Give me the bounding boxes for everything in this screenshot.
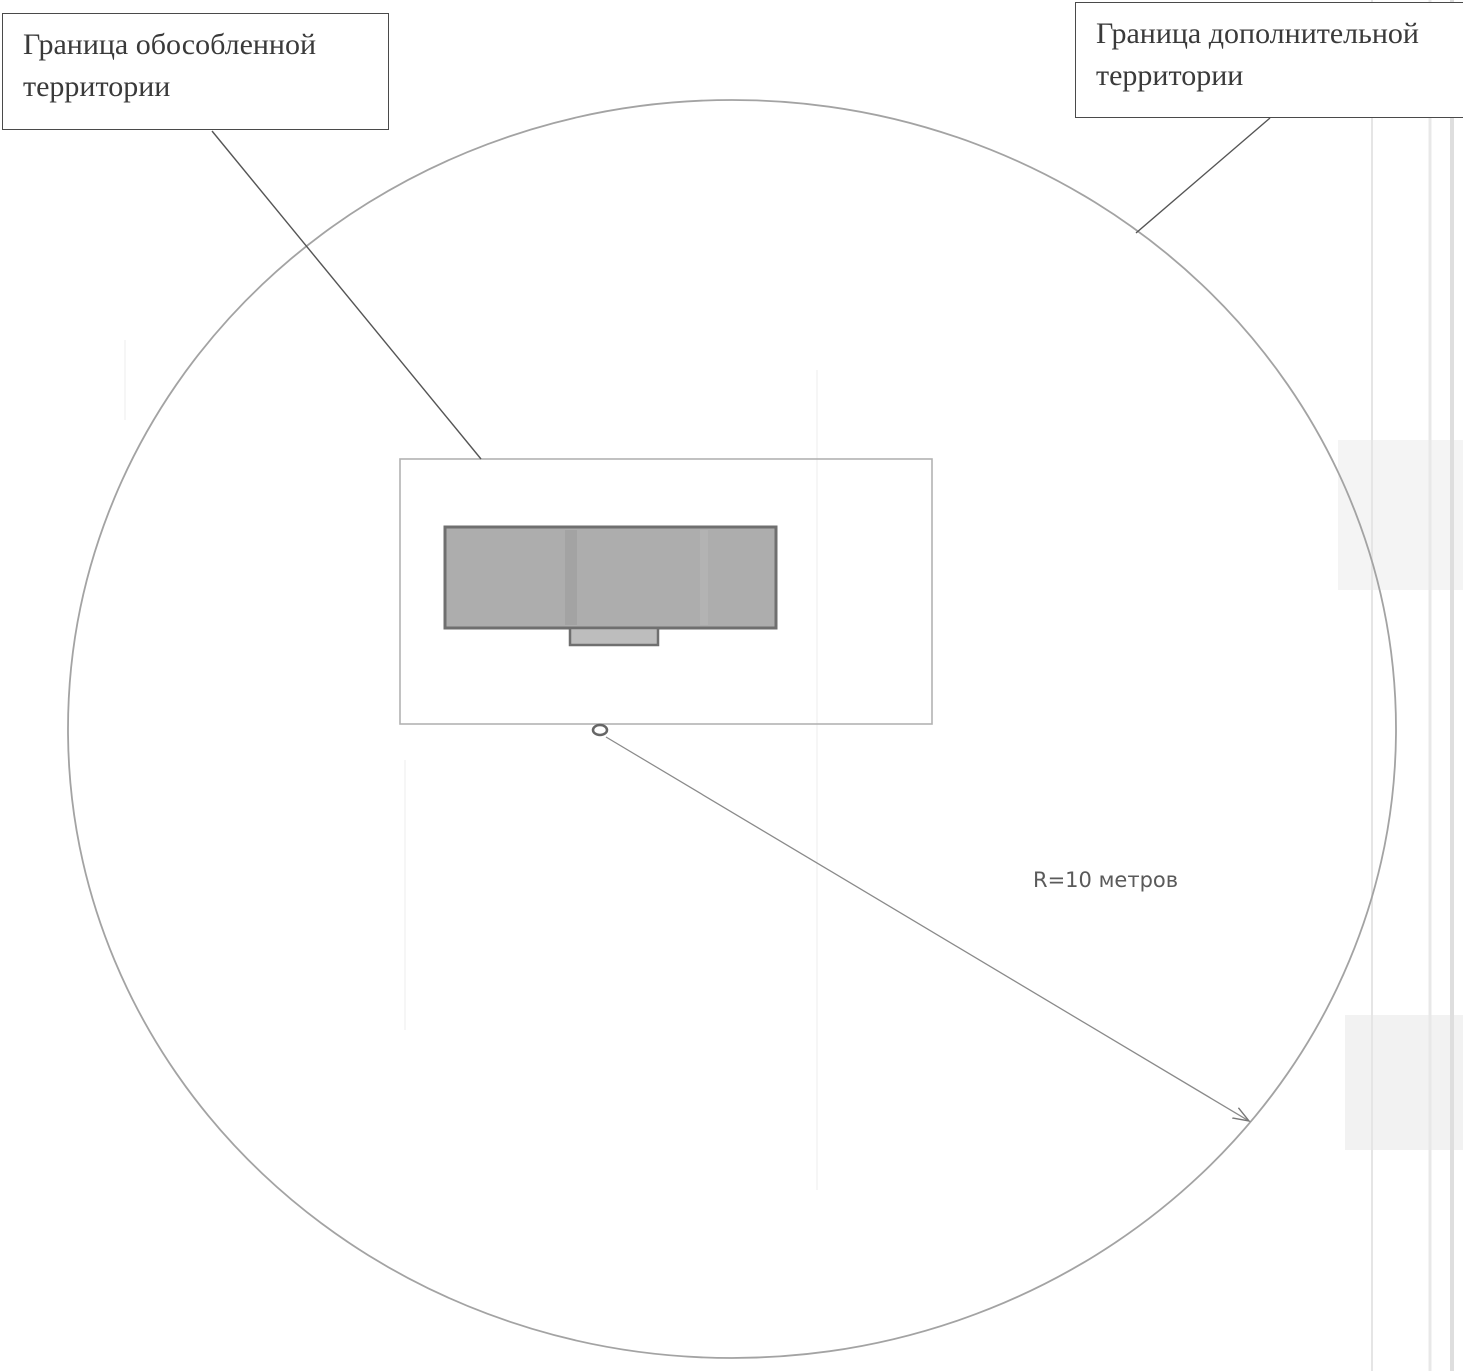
additional-territory-leader bbox=[1135, 117, 1271, 234]
isolated-territory-boundary bbox=[399, 458, 933, 725]
scan-noise bbox=[1338, 0, 1463, 1371]
isolated-territory-label: Граница обособленной территории bbox=[2, 13, 389, 130]
faint-guide-lines bbox=[124, 340, 818, 1190]
radius-arrow bbox=[605, 736, 1249, 1121]
building-main bbox=[443, 525, 778, 630]
isolated-territory-leader bbox=[211, 130, 482, 460]
additional-territory-boundary bbox=[67, 99, 1397, 1359]
building bbox=[443, 525, 778, 647]
center-point bbox=[591, 723, 609, 737]
radius-label: R=10 метров bbox=[1033, 868, 1179, 892]
building-porch bbox=[568, 626, 660, 647]
additional-territory-label: Граница дополнительной территории bbox=[1075, 2, 1463, 118]
